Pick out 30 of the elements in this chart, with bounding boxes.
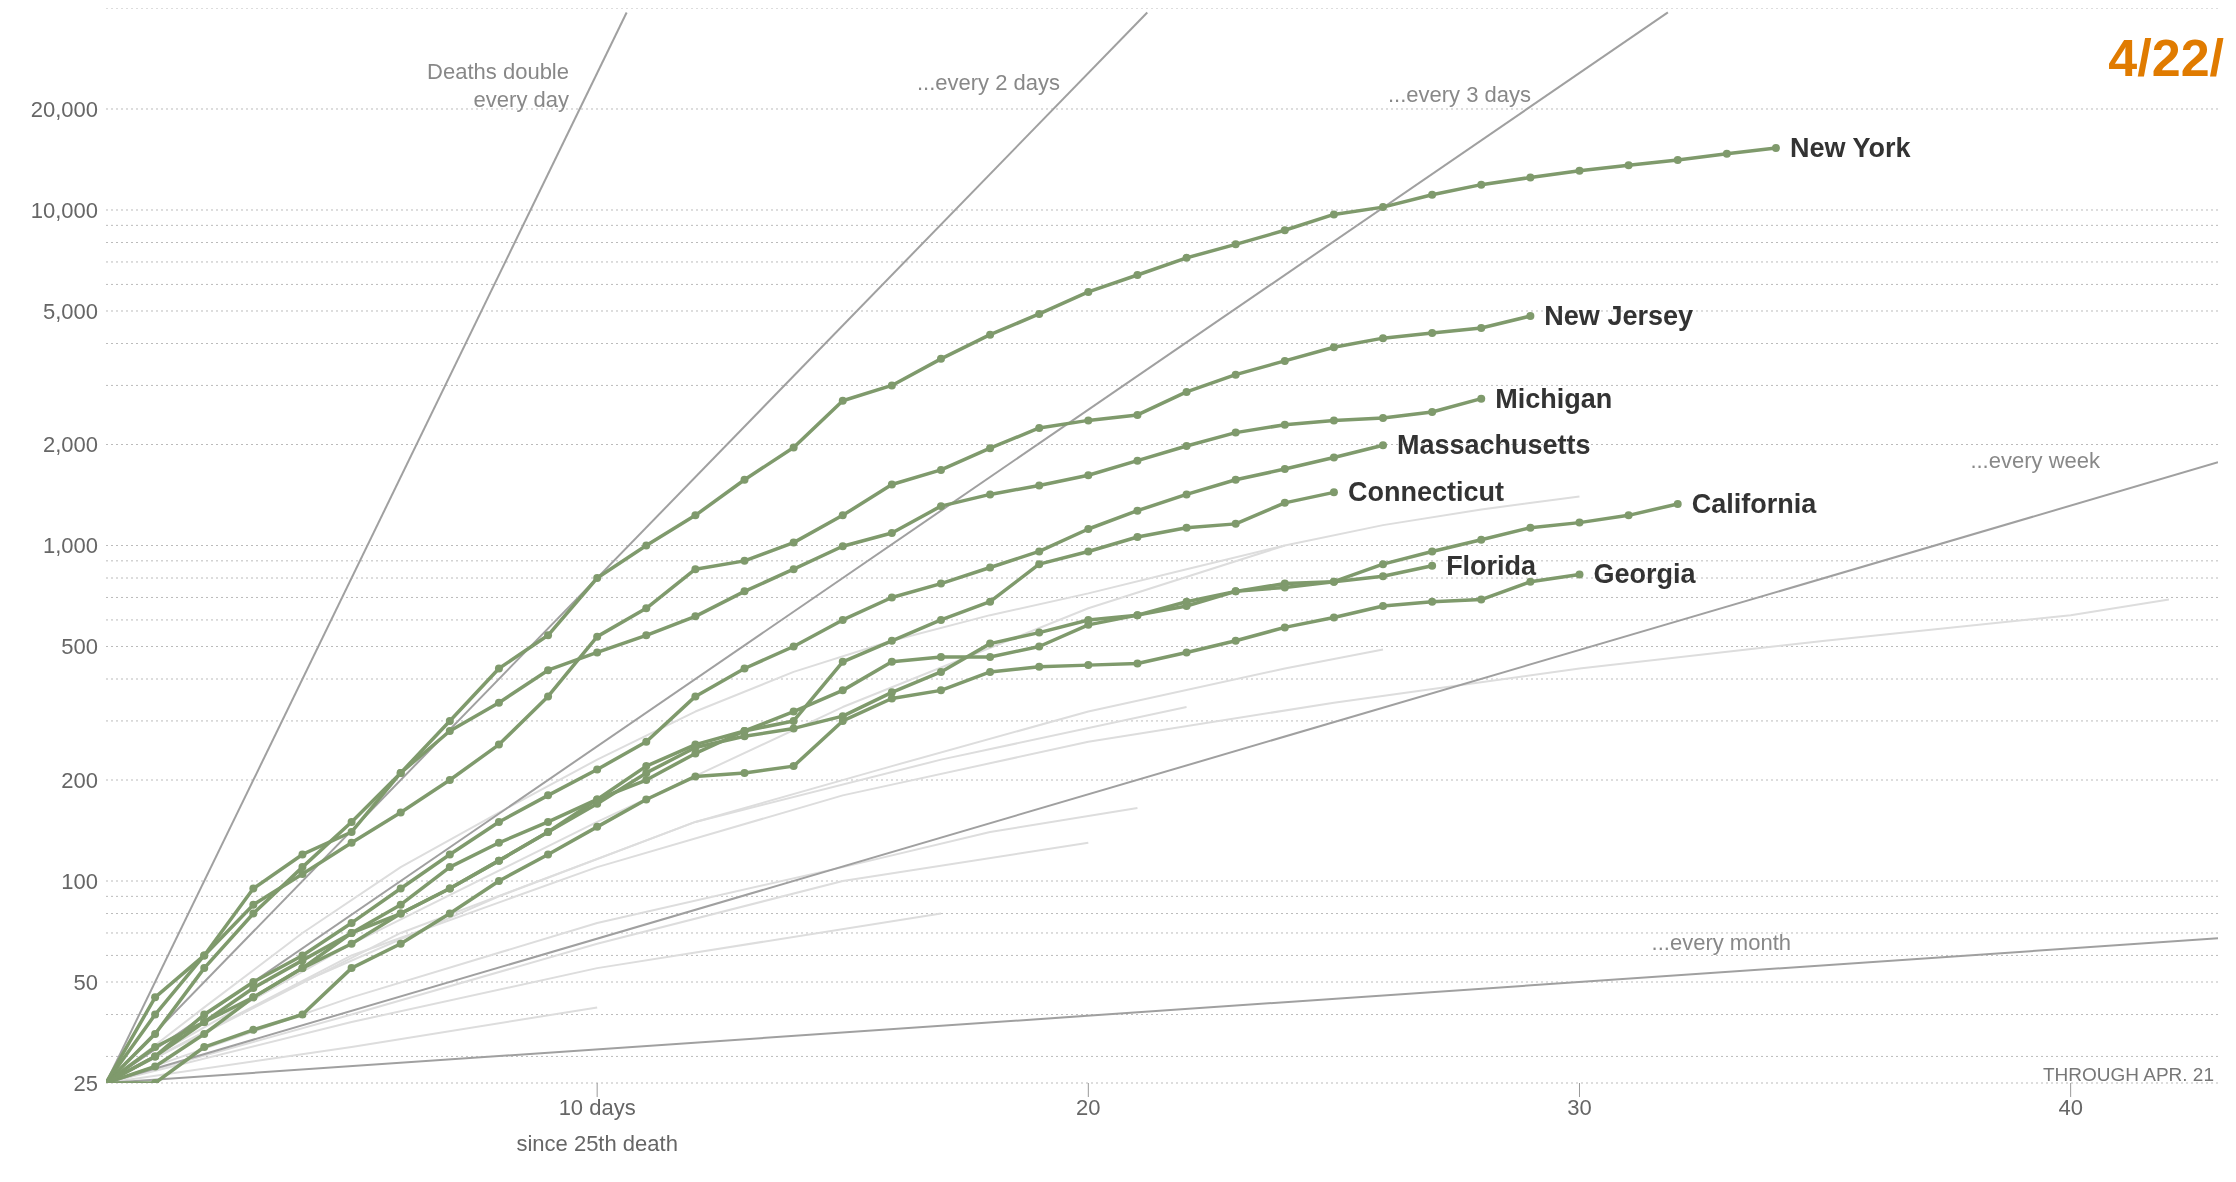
series-label: California	[1691, 488, 1818, 519]
y-tick-label: 20,000	[30, 96, 98, 122]
y-tick-label: 200	[61, 767, 98, 793]
series-label: New Jersey	[1544, 301, 1693, 332]
x-tick-label: 30	[1567, 1094, 1592, 1120]
y-tick-label: 50	[73, 969, 98, 995]
annotation: ...every 2 days	[916, 70, 1060, 96]
annotation: 4/22/	[2108, 28, 2224, 88]
x-tick-label: 10 days	[558, 1094, 636, 1120]
y-tick-label: 2,000	[42, 432, 98, 458]
series-label: Florida	[1446, 550, 1538, 581]
x-tick-label: 40	[2058, 1094, 2083, 1120]
annotation: ...every week	[1970, 448, 2100, 474]
annotation: Deaths double every day	[426, 58, 569, 114]
y-tick-label: 1,000	[42, 533, 98, 559]
y-tick-label: 5,000	[42, 298, 98, 324]
series-label: Connecticut	[1347, 477, 1504, 508]
series-label: New York	[1789, 133, 1912, 164]
annotation: THROUGH APR. 21	[2042, 1064, 2214, 1086]
annotation: ...every 3 days	[1387, 82, 1531, 108]
y-tick-label: 500	[61, 634, 98, 660]
series-label: Michigan	[1495, 383, 1613, 414]
x-tick-label: 20	[1076, 1094, 1101, 1120]
series-label: Massachusetts	[1397, 430, 1591, 461]
y-tick-label: 25	[73, 1070, 98, 1096]
annotation: ...every month	[1651, 930, 1791, 956]
y-tick-label: 10,000	[30, 197, 98, 223]
x-axis-title: since 25th death	[516, 1131, 678, 1156]
series-label: Georgia	[1593, 559, 1697, 590]
y-tick-label: 100	[61, 868, 98, 894]
